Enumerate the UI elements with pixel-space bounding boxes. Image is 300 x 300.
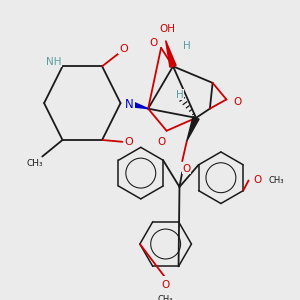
Text: O: O — [183, 164, 191, 173]
Polygon shape — [187, 117, 199, 141]
Polygon shape — [166, 40, 176, 67]
Text: H: H — [183, 41, 191, 51]
Text: CH₃: CH₃ — [158, 295, 173, 300]
Text: O: O — [254, 176, 262, 185]
Text: O: O — [158, 137, 166, 147]
Text: O: O — [124, 137, 133, 147]
Text: CH₃: CH₃ — [268, 176, 284, 185]
Text: OH: OH — [160, 25, 176, 34]
Text: N: N — [125, 98, 134, 112]
Text: NH: NH — [46, 57, 61, 67]
Text: H: H — [176, 90, 183, 100]
Text: CH₃: CH₃ — [27, 159, 43, 168]
Text: O: O — [233, 97, 242, 107]
Text: O: O — [161, 280, 170, 290]
Text: O: O — [150, 38, 158, 48]
Polygon shape — [127, 100, 148, 109]
Text: O: O — [119, 44, 128, 54]
